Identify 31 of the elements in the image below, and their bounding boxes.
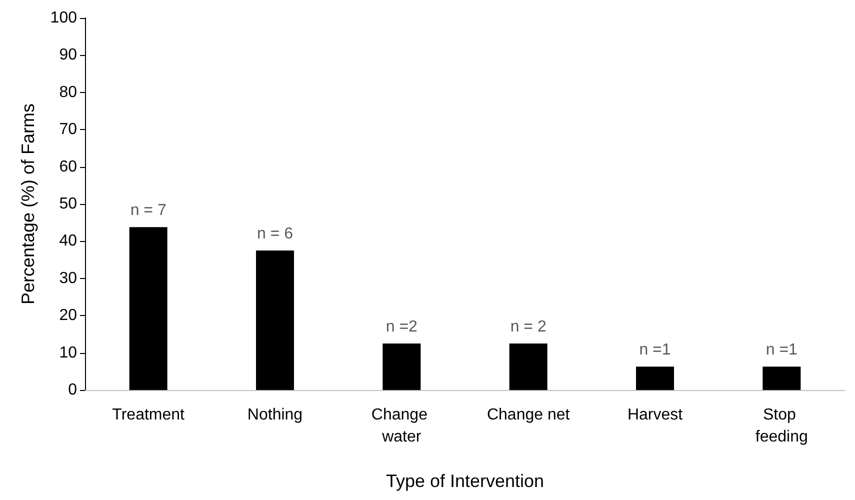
annotation: n =2 bbox=[386, 318, 418, 336]
y-tick-label: 10 bbox=[59, 344, 78, 362]
annotation: n =1 bbox=[766, 342, 798, 359]
y-tick-label: 90 bbox=[59, 46, 78, 64]
y-tick-label: 70 bbox=[59, 121, 78, 138]
x-tick-label: Harvest bbox=[627, 406, 684, 424]
y-tick-label: 0 bbox=[68, 382, 78, 398]
bar bbox=[129, 227, 168, 390]
y-tick-label: 60 bbox=[59, 158, 78, 176]
bar bbox=[636, 366, 674, 390]
y-tick-label: 30 bbox=[59, 270, 78, 287]
y-tick-label: 20 bbox=[59, 307, 78, 324]
y-tick-label: 80 bbox=[59, 84, 78, 101]
x-tick-label: Change net bbox=[486, 406, 570, 424]
x-tick-label: Change water bbox=[371, 406, 432, 446]
y-tick-label: 40 bbox=[59, 232, 78, 250]
y-tick-label: 100 bbox=[50, 10, 78, 26]
annotation: n = 7 bbox=[130, 202, 166, 220]
bar bbox=[382, 344, 421, 390]
bar bbox=[509, 344, 548, 390]
annotation: n =1 bbox=[639, 342, 671, 359]
annotation: n = 6 bbox=[256, 226, 294, 242]
y-axis-title: Percentage (%) of Farms bbox=[18, 103, 38, 305]
x-axis-title: Type of Intervention bbox=[386, 471, 544, 491]
bar bbox=[256, 250, 294, 390]
y-tick-label: 50 bbox=[59, 196, 78, 212]
x-tick-label: Treatment bbox=[112, 406, 186, 424]
x-tick-label: Nothing bbox=[247, 406, 303, 424]
bar bbox=[762, 366, 801, 390]
annotation: n = 2 bbox=[510, 318, 546, 336]
x-tick-label: Stop feeding bbox=[755, 406, 808, 446]
